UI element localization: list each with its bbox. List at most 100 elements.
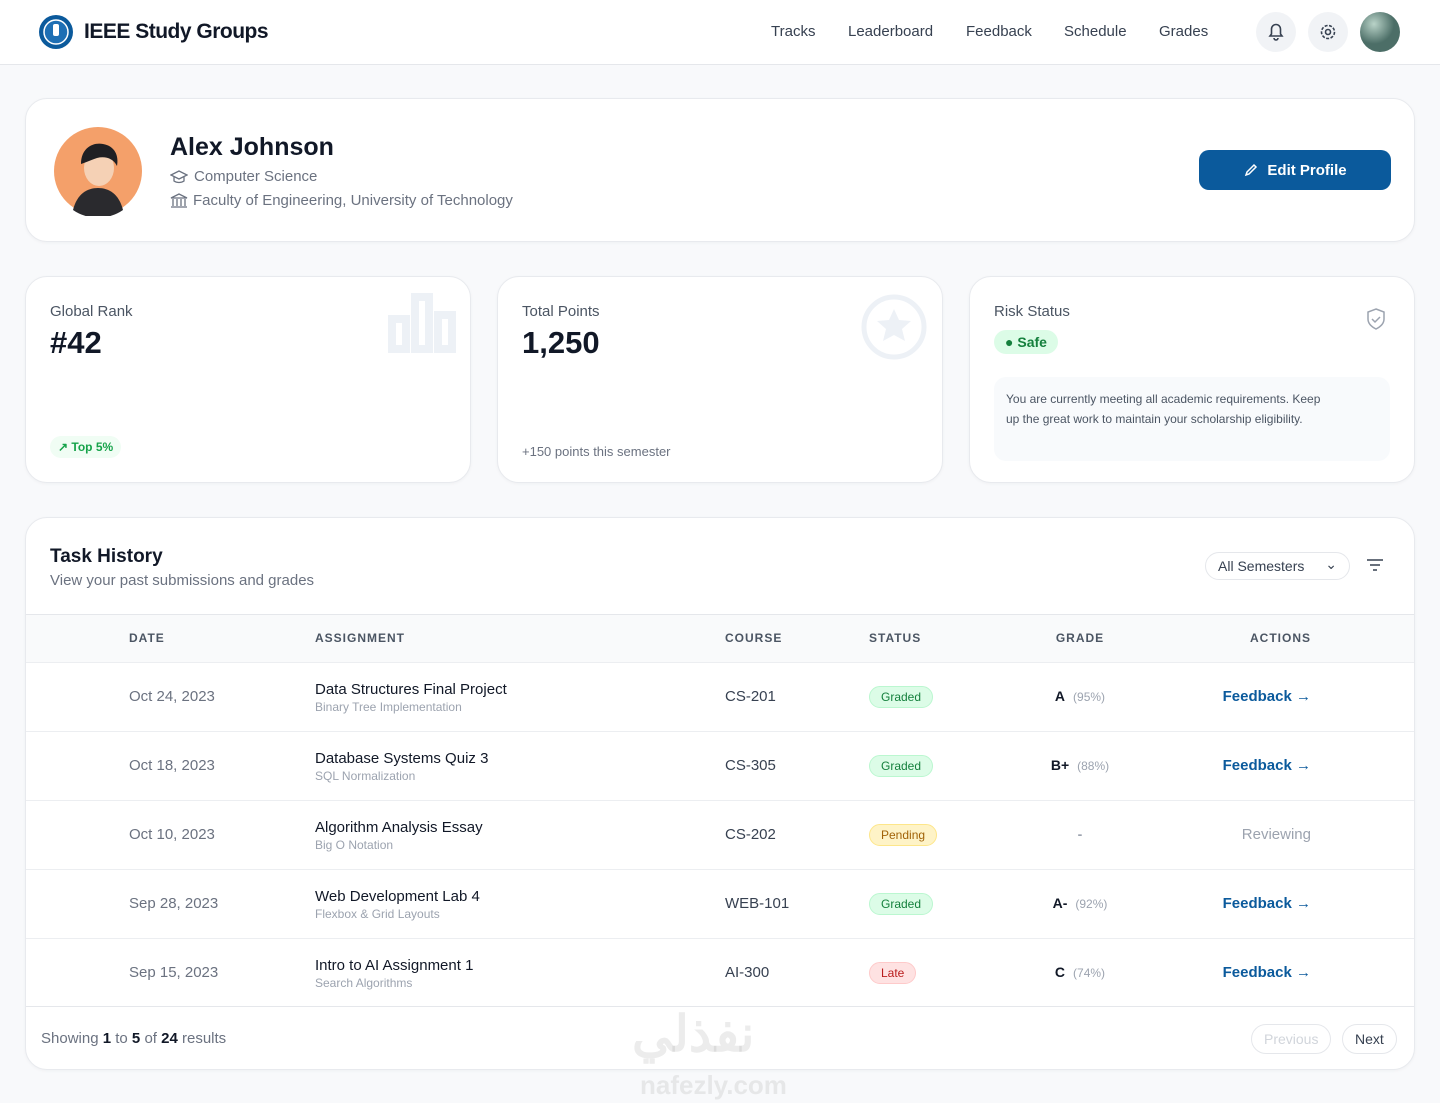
points-note: +150 points this semester: [522, 444, 671, 459]
navbar: IEEE Study Groups Tracks Leaderboard Feedb…: [0, 0, 1440, 65]
task-subtitle: View your past submissions and grades: [50, 572, 315, 589]
course: CS-201: [725, 688, 776, 705]
status: Pending: [869, 824, 938, 846]
arrow-icon: →: [1291, 688, 1311, 705]
risk-badge-text: Safe: [1017, 334, 1047, 350]
date: Oct 18, 2023: [129, 757, 215, 774]
points-card: Total Points 1,250 +150 points this seme…: [497, 276, 943, 483]
action[interactable]: Feedback →: [1126, 895, 1311, 912]
action-label: Feedback: [1222, 688, 1292, 705]
date: Sep 15, 2023: [129, 964, 219, 981]
action[interactable]: Feedback →: [1126, 964, 1311, 981]
action[interactable]: Feedback →: [1126, 688, 1311, 705]
star-icon: [861, 294, 927, 360]
rank-label: Global Rank: [50, 303, 133, 320]
task-row: Oct 10, 2023 Algorithm Analysis Essay Big …: [26, 800, 1414, 869]
date: Oct 10, 2023: [129, 826, 215, 843]
edit-profile-button[interactable]: Edit Profile: [1199, 150, 1391, 190]
shield-icon: [1367, 308, 1385, 330]
pagination-summary: Showing 1 to 5 of 24 results: [41, 1030, 226, 1047]
topic: Binary Tree Implementation: [315, 700, 462, 714]
profile-major: Computer Science: [194, 168, 318, 185]
percent: (92%): [1075, 897, 1108, 911]
rank-badge: ↗ Top 5%: [50, 436, 122, 458]
nav-link[interactable]: Tracks: [771, 23, 816, 40]
assignment: Database Systems Quiz 3: [315, 750, 489, 767]
nav-link[interactable]: Feedback: [966, 23, 1032, 40]
assignment: Web Development Lab 4: [315, 888, 480, 905]
arrow-icon: →: [1291, 757, 1311, 774]
grade: A-: [1052, 895, 1068, 911]
course: AI-300: [725, 964, 770, 981]
column-header: GRADE: [1055, 631, 1105, 645]
date: Sep 28, 2023: [129, 895, 219, 912]
profile-name: Alex Johnson: [170, 133, 334, 161]
column-header: DATE: [129, 631, 165, 645]
edit-profile-label: Edit Profile: [1267, 161, 1347, 179]
p-to: 5: [131, 1030, 141, 1047]
arrow-icon: →: [1291, 964, 1311, 981]
grade: -: [1077, 826, 1083, 842]
grade: C: [1054, 964, 1066, 980]
previous-button[interactable]: Previous: [1251, 1024, 1332, 1054]
p-from: 1: [102, 1030, 112, 1047]
settings[interactable]: [1308, 12, 1348, 52]
task-card: Task History View your past submissions …: [25, 517, 1415, 1070]
action-label: Feedback: [1222, 757, 1292, 774]
grade-cell: A (95%): [980, 688, 1180, 704]
topic: SQL Normalization: [315, 769, 416, 783]
rank-value: #42: [50, 325, 102, 360]
assignment: Intro to AI Assignment 1: [315, 957, 474, 974]
risk-label: Risk Status: [994, 303, 1070, 320]
nav-link[interactable]: Grades: [1159, 23, 1209, 40]
percent: (74%): [1073, 966, 1106, 980]
column-header: STATUS: [869, 631, 922, 645]
task-row: Oct 18, 2023 Database Systems Quiz 3 SQL N…: [26, 731, 1414, 800]
profile-faculty: Faculty of Engineering, University of Te…: [193, 192, 513, 209]
risk-badge: ● Safe: [994, 330, 1058, 354]
cap-icon: [170, 170, 188, 184]
column-header: COURSE: [725, 631, 783, 645]
risk-card: Risk Status ● Safe You are currently mee…: [969, 276, 1415, 483]
topic: Flexbox & Grid Layouts: [315, 907, 440, 921]
user-avatar[interactable]: [1360, 12, 1400, 52]
p-to-word: to: [115, 1030, 128, 1047]
grade: A: [1054, 688, 1066, 704]
nav-link[interactable]: Schedule: [1064, 23, 1127, 40]
p-of-word: of: [144, 1030, 157, 1047]
next-button[interactable]: Next: [1342, 1024, 1397, 1054]
task-row: Oct 24, 2023 Data Structures Final Projec…: [26, 662, 1414, 731]
column-header: ASSIGNMENT: [315, 631, 406, 645]
logo: [39, 15, 73, 49]
profile-avatar: [54, 127, 142, 216]
date: Oct 24, 2023: [129, 688, 215, 705]
status: Graded: [869, 755, 934, 777]
task-row: Sep 28, 2023 Web Development Lab 4 Flexbox…: [26, 869, 1414, 938]
action[interactable]: Feedback →: [1126, 757, 1311, 774]
status: Late: [869, 962, 917, 984]
filter-icon[interactable]: [1365, 558, 1385, 574]
notifications[interactable]: [1256, 12, 1296, 52]
points-label: Total Points: [522, 303, 600, 320]
status: Graded: [869, 686, 934, 708]
nav-link[interactable]: Leaderboard: [848, 23, 934, 40]
task-title: Task History: [50, 546, 163, 567]
risk-message-text: You are currently meeting all academic r…: [1006, 392, 1321, 426]
topic: Big O Notation: [315, 838, 394, 852]
task-row: Sep 15, 2023 Intro to AI Assignment 1 Sear…: [26, 938, 1414, 1007]
grade-cell: -: [980, 826, 1180, 842]
rank-badge-text: Top 5%: [71, 440, 114, 454]
action-label: Feedback: [1222, 895, 1292, 912]
watermark-arabic: نفذلي: [632, 1006, 755, 1062]
brand[interactable]: IEEE Study Groups: [84, 20, 269, 43]
p-prefix: Showing: [41, 1030, 99, 1047]
table-header: [26, 614, 1414, 663]
action-label: Reviewing: [1241, 826, 1311, 843]
points-value: 1,250: [522, 325, 600, 360]
chart-icon: [388, 293, 456, 353]
semester-filter[interactable]: All Semesters ⌄: [1205, 552, 1350, 580]
building-icon: [170, 193, 188, 208]
p-suffix: results: [181, 1030, 227, 1047]
profile-card: Alex Johnson Computer Science Faculty of…: [25, 98, 1415, 242]
